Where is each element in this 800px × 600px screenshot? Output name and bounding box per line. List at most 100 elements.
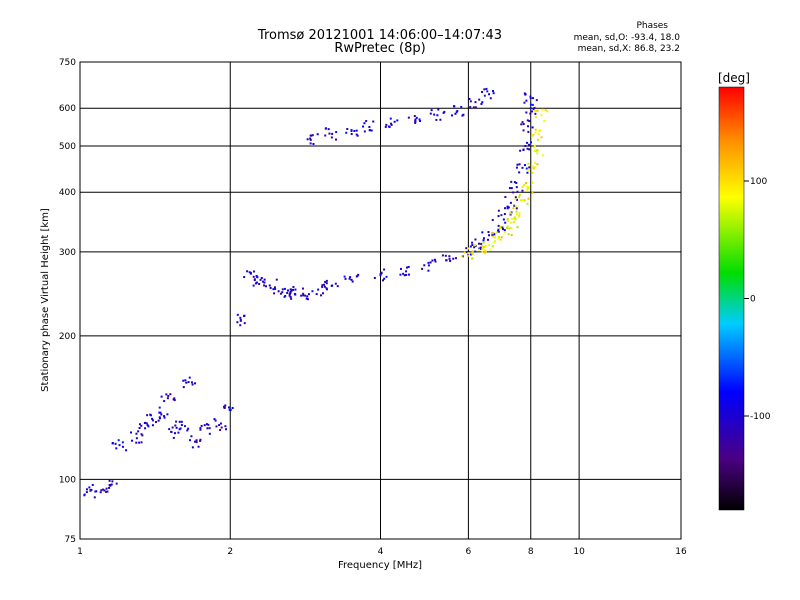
echo-point <box>220 426 223 429</box>
echo-point <box>316 133 319 136</box>
echo-point <box>140 441 143 444</box>
echo-point <box>175 426 178 429</box>
echo-point <box>385 275 388 278</box>
echo-point <box>473 246 476 249</box>
echo-point <box>320 294 323 297</box>
data-point <box>503 231 506 234</box>
echo-point <box>448 255 451 258</box>
echo-point <box>482 239 485 242</box>
echo-point <box>108 483 111 486</box>
echo-point <box>527 130 530 133</box>
echo-point <box>469 100 472 103</box>
phase-stats-o: mean, sd,O: -93.4, 18.0 <box>573 33 680 43</box>
echo-point <box>421 267 424 270</box>
echo-point <box>537 138 540 141</box>
echo-point <box>106 490 109 493</box>
echo-point <box>491 245 494 248</box>
echo-point <box>481 101 484 104</box>
echo-point <box>307 293 310 296</box>
echo-point <box>483 237 486 240</box>
echo-point <box>492 92 495 95</box>
echo-point <box>117 439 120 442</box>
echo-point <box>219 422 222 425</box>
echo-point <box>471 241 474 244</box>
echo-point <box>523 184 526 187</box>
echo-point <box>451 114 454 117</box>
echo-point <box>362 125 365 128</box>
echo-point <box>182 386 185 389</box>
echo-point <box>167 394 170 397</box>
y-axis-label: Stationary phase Virtual Height [km] <box>40 208 51 392</box>
echo-point <box>350 133 353 136</box>
echo-point <box>514 196 517 199</box>
echo-point <box>484 251 487 254</box>
echo-point <box>243 314 246 317</box>
echo-point <box>493 240 496 243</box>
echo-point <box>414 120 417 123</box>
data-point <box>390 122 393 125</box>
echo-point <box>518 214 521 217</box>
data-point <box>368 126 371 129</box>
echo-point <box>294 288 297 291</box>
echo-point <box>384 125 387 128</box>
echo-point <box>344 277 347 280</box>
echo-point <box>289 291 292 294</box>
echo-point <box>407 116 410 119</box>
scatter-points <box>83 87 549 499</box>
echo-point <box>256 275 259 278</box>
echo-point <box>311 290 314 293</box>
echo-point <box>532 167 535 170</box>
echo-point <box>521 185 524 188</box>
echo-point <box>163 416 166 419</box>
echo-point <box>306 298 309 301</box>
echo-point <box>305 297 308 300</box>
echo-point <box>140 433 143 436</box>
data-point <box>151 419 154 422</box>
echo-point <box>423 264 426 267</box>
data-point <box>427 264 430 267</box>
echo-point <box>229 409 232 412</box>
phase-header: Phases <box>636 21 668 31</box>
echo-point <box>289 295 292 298</box>
data-point <box>456 110 459 113</box>
echo-point <box>243 276 246 279</box>
echo-point <box>149 413 152 416</box>
echo-point <box>471 257 474 260</box>
data-point <box>537 132 540 135</box>
echo-point <box>481 90 484 93</box>
data-point <box>350 278 353 281</box>
echo-point <box>370 129 373 132</box>
echo-point <box>533 146 536 149</box>
data-point <box>286 291 289 294</box>
echo-point <box>208 432 211 435</box>
data-point <box>379 274 382 277</box>
echo-point <box>491 234 494 237</box>
echo-point <box>527 162 530 165</box>
chart-title: Tromsø 20121001 14:06:00–14:07:43 <box>257 28 503 43</box>
echo-point <box>163 415 166 418</box>
echo-point <box>200 424 203 427</box>
echo-point <box>85 491 88 494</box>
echo-point <box>205 423 208 426</box>
echo-point <box>184 379 187 382</box>
echo-point <box>487 230 490 233</box>
echo-point <box>163 400 166 403</box>
echo-point <box>407 273 410 276</box>
echo-point <box>175 420 178 423</box>
echo-point <box>324 134 327 137</box>
echo-point <box>351 280 354 283</box>
echo-point <box>383 277 386 280</box>
echo-point <box>504 221 507 224</box>
echo-point <box>306 295 309 298</box>
echo-point <box>524 93 527 96</box>
phase-stats-x: mean, sd,X: 86.8, 23.2 <box>577 44 680 54</box>
echo-point <box>357 273 360 276</box>
data-point <box>277 290 280 293</box>
echo-point <box>507 233 510 236</box>
echo-point <box>483 249 486 252</box>
echo-point <box>195 441 198 444</box>
echo-point <box>506 205 509 208</box>
echo-point <box>526 185 529 188</box>
echo-point <box>302 294 305 297</box>
data-point <box>118 444 121 447</box>
